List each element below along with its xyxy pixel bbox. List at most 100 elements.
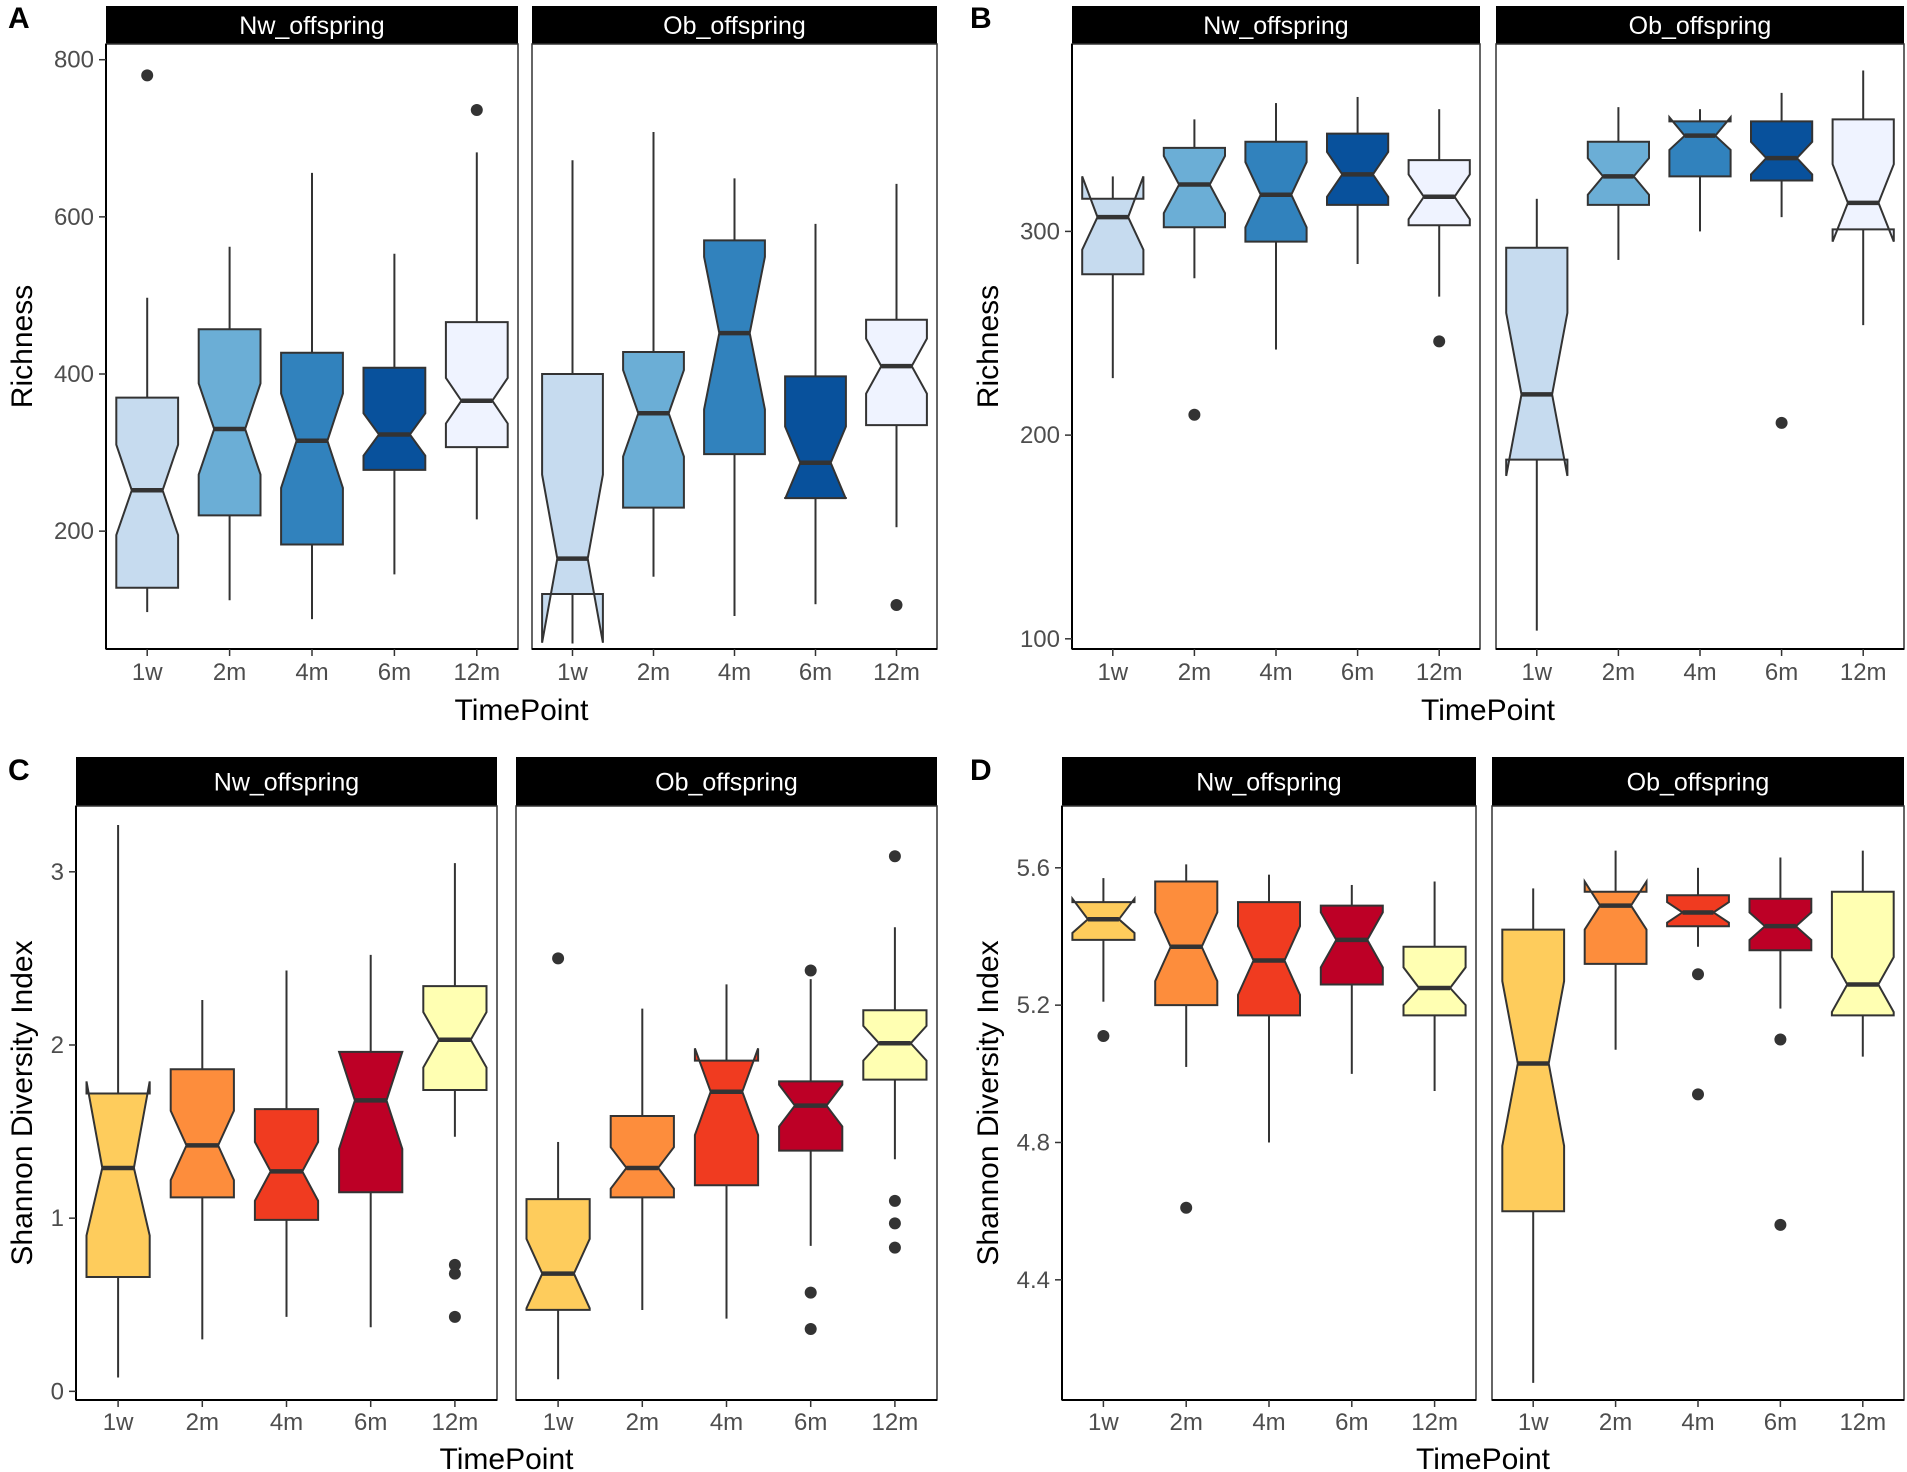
- box-2m: [609, 1008, 675, 1310]
- x-tick-label: 6m: [354, 1409, 387, 1436]
- x-tick-label: 1w: [1521, 659, 1552, 686]
- box-6m: [778, 964, 844, 1335]
- x-tick-label: 1w: [1088, 1409, 1119, 1436]
- box-body: [784, 375, 847, 500]
- facet-strip: [1492, 757, 1904, 806]
- x-tick-label: 2m: [213, 659, 246, 686]
- box-1w: [1505, 198, 1569, 631]
- box-body: [280, 351, 344, 546]
- x-tick-label: 12m: [1840, 659, 1887, 686]
- y-tick-label: 4.8: [1017, 1129, 1050, 1156]
- x-tick-label: 4m: [1683, 659, 1716, 686]
- box-12m: [865, 183, 928, 611]
- x-tick-label: 2m: [186, 1409, 219, 1436]
- x-tick-label: 1w: [543, 1409, 574, 1436]
- x-tick-label: 12m: [1839, 1409, 1886, 1436]
- y-axis-title: Shannon Diversity Index: [972, 940, 1005, 1265]
- facet-strip: [1496, 6, 1904, 44]
- box-1w: [1081, 176, 1145, 379]
- y-tick-label: 2: [51, 1032, 64, 1059]
- x-axis-title: TimePoint: [1421, 694, 1556, 727]
- outlier-point: [804, 1322, 817, 1335]
- outlier-point: [804, 964, 817, 977]
- box-6m: [1326, 96, 1390, 264]
- box-body: [693, 1048, 760, 1187]
- y-tick-label: 600: [54, 204, 94, 231]
- panel-B: B Richness TimePoint Nw_offspring 100 200 300 1…: [970, 2, 1905, 727]
- y-tick-label: 100: [1020, 626, 1060, 653]
- facet-Nw_offspring: Nw_offspring 4.4 4.8 5.2 5.6 1w 2m 4m 6m 12m: [1017, 757, 1477, 1436]
- box-body: [169, 1068, 235, 1199]
- box-1w: [1501, 888, 1566, 1383]
- panel-label: A: [8, 2, 30, 35]
- box-4m: [1237, 874, 1301, 1143]
- box-6m: [362, 253, 427, 575]
- box-body: [1081, 176, 1145, 276]
- facet-Nw_offspring: Nw_offspring 0 1 2 3 1w 2m 4m 6m 12m: [51, 757, 498, 1436]
- x-tick-label: 1w: [132, 659, 163, 686]
- box-4m: [703, 178, 766, 616]
- box-body: [1154, 880, 1219, 1007]
- box-4m: [1244, 103, 1308, 350]
- box-12m: [1830, 850, 1895, 1057]
- box-12m: [862, 850, 928, 1254]
- facet-Nw_offspring: Nw_offspring 100 200 300 1w 2m 4m 6m 12m: [1020, 6, 1481, 686]
- box-4m: [693, 984, 760, 1319]
- facet-strip-label: Nw_offspring: [239, 12, 384, 40]
- outlier-point: [888, 1217, 901, 1230]
- y-axis-title: Richness: [6, 285, 39, 408]
- panel-D: D Shannon Diversity Index TimePoint Nw_offs…: [970, 754, 1905, 1472]
- facet-strip: [516, 757, 937, 806]
- y-tick-label: 200: [54, 518, 94, 545]
- outlier-point: [1097, 1030, 1110, 1043]
- facet-Ob_offspring: Ob_offspring 1w 2m 4m 6m 12m: [1495, 6, 1905, 686]
- box-body: [1162, 146, 1226, 229]
- y-axis-title: Richness: [972, 285, 1005, 408]
- box-body: [444, 321, 509, 449]
- box-body: [1407, 159, 1471, 227]
- x-tick-label: 12m: [873, 659, 920, 686]
- panel-label: C: [8, 754, 30, 787]
- outlier-point: [141, 69, 154, 82]
- box-body: [525, 1198, 591, 1311]
- box-1w: [115, 69, 180, 613]
- y-tick-label: 200: [1020, 422, 1060, 449]
- box-body: [778, 1080, 844, 1152]
- outlier-point: [804, 1286, 817, 1299]
- box-body: [337, 1050, 404, 1194]
- x-tick-label: 2m: [1599, 1409, 1632, 1436]
- box-12m: [444, 104, 509, 520]
- y-tick-label: 3: [51, 859, 64, 886]
- outlier-point: [448, 1267, 461, 1280]
- facet-strip-label: Nw_offspring: [214, 769, 359, 797]
- y-tick-label: 4.4: [1017, 1267, 1050, 1294]
- x-tick-label: 4m: [1681, 1409, 1714, 1436]
- facet-strip-label: Ob_offspring: [1629, 12, 1772, 40]
- x-tick-label: 6m: [794, 1409, 827, 1436]
- box-body: [865, 318, 928, 427]
- box-body: [253, 1108, 320, 1221]
- facet-strip: [1072, 6, 1480, 44]
- box-1w: [525, 952, 591, 1380]
- box-2m: [1154, 864, 1219, 1214]
- x-tick-label: 12m: [453, 659, 500, 686]
- outlier-point: [470, 104, 483, 116]
- box-6m: [1750, 92, 1814, 429]
- box-1w: [85, 825, 151, 1378]
- box-body: [1583, 878, 1648, 965]
- outlier-point: [888, 1194, 901, 1207]
- outlier-point: [1774, 1033, 1787, 1046]
- x-axis-title: TimePoint: [455, 694, 590, 727]
- outlier-point: [1692, 1088, 1704, 1101]
- x-tick-label: 2m: [626, 1409, 659, 1436]
- x-tick-label: 2m: [1170, 1409, 1203, 1436]
- box-body: [85, 1081, 151, 1278]
- box-2m: [169, 999, 235, 1340]
- facet-Ob_offspring: Ob_offspring 1w 2m 4m 6m 12m: [1491, 757, 1905, 1436]
- box-body: [1668, 114, 1732, 178]
- facet-Nw_offspring: Nw_offspring 200 400 600 800 1w 2m 4m 6m 12m: [54, 6, 519, 686]
- y-tick-label: 800: [54, 47, 94, 74]
- x-tick-label: 12m: [432, 1409, 479, 1436]
- box-body: [703, 239, 766, 456]
